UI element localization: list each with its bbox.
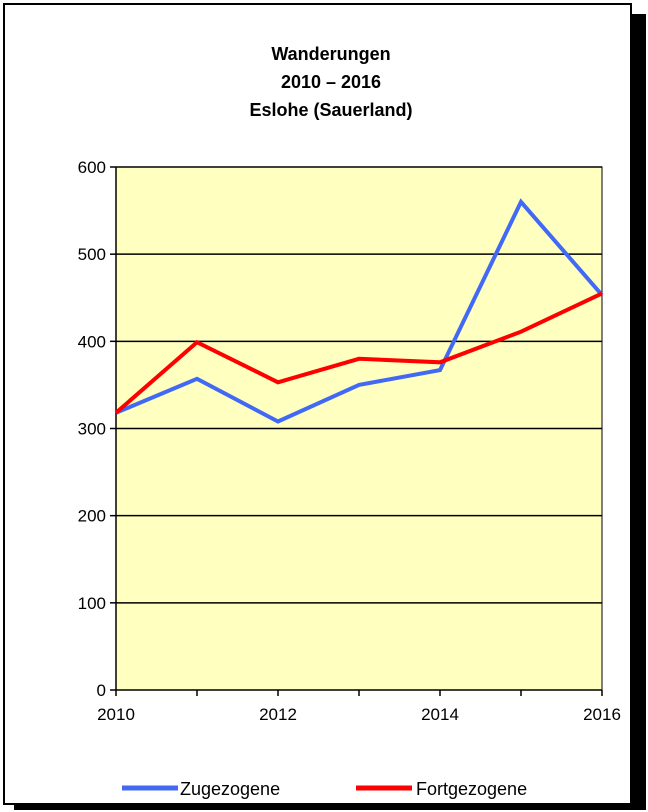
series-lines	[114, 198, 604, 424]
y-tick-label-200: 200	[78, 507, 106, 526]
x-tick-label-2012: 2012	[259, 705, 297, 724]
axes: 0 100 200 300 400 500 600 2010 2012 2014 2016	[78, 158, 621, 724]
chart-title-line-3: Eslohe (Sauerland)	[249, 100, 412, 120]
chart-title-line-1: Wanderungen	[271, 44, 390, 64]
y-tick-label-600: 600	[78, 158, 106, 177]
x-tick-label-2016: 2016	[583, 705, 621, 724]
y-tick-label-500: 500	[78, 245, 106, 264]
x-tick-label-2014: 2014	[421, 705, 459, 724]
chart-title-line-2: 2010 – 2016	[281, 72, 381, 92]
legend: Zugezogene Fortgezogene	[122, 779, 527, 799]
y-tick-label-400: 400	[78, 332, 106, 351]
x-tick-label-2010: 2010	[97, 705, 135, 724]
legend-label-fortgezogene: Fortgezogene	[416, 779, 527, 799]
y-tick-label-300: 300	[78, 420, 106, 439]
legend-label-zugezogene: Zugezogene	[180, 779, 280, 799]
series-line-fortgezogene	[114, 291, 603, 415]
y-tick-label-100: 100	[78, 594, 106, 613]
series-line-zugezogene	[115, 198, 604, 424]
chart-title: Wanderungen 2010 – 2016 Eslohe (Sauerlan…	[249, 44, 412, 120]
y-tick-label-0: 0	[97, 681, 106, 700]
